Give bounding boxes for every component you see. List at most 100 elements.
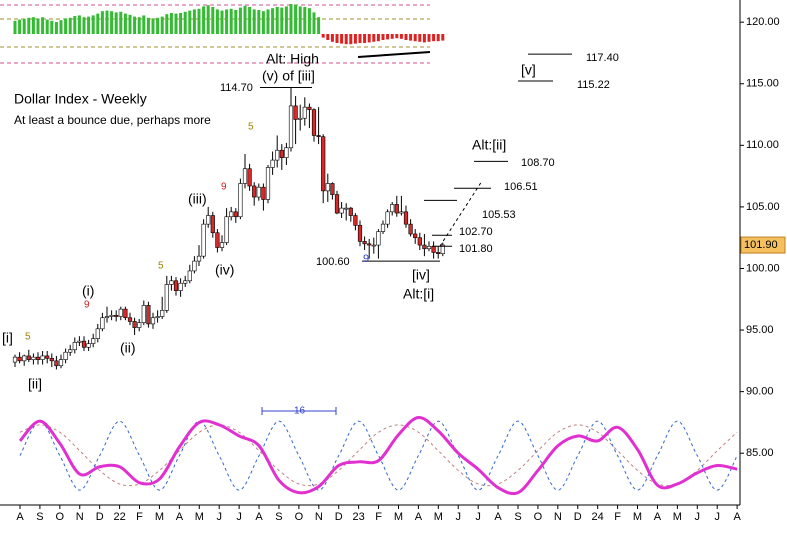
x-tick-label: D xyxy=(335,511,343,523)
x-tick-label: J xyxy=(236,511,242,523)
candle-body xyxy=(426,246,432,250)
level-label: 114.70 xyxy=(220,82,253,94)
level-label: 105.53 xyxy=(482,209,516,221)
oscillator-bar xyxy=(344,34,348,45)
candle-body xyxy=(330,183,335,195)
oscillator-bar xyxy=(271,8,275,34)
candle-body xyxy=(104,316,110,319)
candle-body xyxy=(376,231,381,246)
x-tick-label: M xyxy=(633,511,642,523)
oscillator-bar xyxy=(169,13,173,34)
oscillator-bar xyxy=(105,10,109,35)
candle-body xyxy=(390,204,395,213)
oscillator-bar xyxy=(188,10,192,35)
y-tick-label: 120.00 xyxy=(746,16,780,28)
oscillator-bar xyxy=(119,11,123,35)
candle-body xyxy=(201,223,206,257)
oscillator-bar xyxy=(36,18,40,34)
candle-body xyxy=(100,317,105,330)
candle-body xyxy=(206,215,211,225)
oscillator-bar xyxy=(243,5,247,35)
oscillator-bar xyxy=(303,7,307,34)
candle-body xyxy=(196,255,202,262)
oscillator-bar xyxy=(390,34,394,39)
candle-body xyxy=(311,109,317,136)
candle-body xyxy=(210,215,215,234)
candle-body xyxy=(81,340,87,348)
oscillator-bar xyxy=(77,15,81,34)
x-tick-label: M xyxy=(434,511,443,523)
oscillator-bar xyxy=(358,34,362,43)
candle-body xyxy=(298,117,303,120)
cycle-line xyxy=(18,415,738,496)
last-price-box xyxy=(740,236,786,254)
x-tick-label: N xyxy=(315,511,323,523)
oscillator-bar xyxy=(87,16,91,34)
candle-body xyxy=(256,186,261,198)
x-tick-label: 23 xyxy=(353,511,365,523)
oscillator-bar xyxy=(100,11,104,34)
x-tick-label: M xyxy=(394,511,403,523)
candle-body xyxy=(302,106,307,119)
level-label: 108.70 xyxy=(521,157,555,169)
oscillator-bar xyxy=(381,34,385,40)
annotation: Alt:[i] xyxy=(403,286,434,302)
oscillator-bar xyxy=(54,22,58,34)
oscillator-bar xyxy=(248,7,252,34)
candle-body xyxy=(431,246,436,253)
x-tick-label: O xyxy=(295,511,304,523)
candle-body xyxy=(178,282,183,291)
oscillator-bar xyxy=(82,17,86,34)
x-tick-label: J xyxy=(695,511,701,523)
oscillator-bar xyxy=(64,18,68,34)
y-tick-label: 105.00 xyxy=(746,201,780,213)
oscillator-bar xyxy=(41,17,45,34)
candle-body xyxy=(49,358,54,362)
annotation: [iv] xyxy=(412,267,430,283)
level-label: 102.70 xyxy=(459,226,493,238)
oscillator-bar xyxy=(183,11,187,35)
oscillator-bar xyxy=(27,17,31,34)
candle-body xyxy=(334,194,340,214)
candle-body xyxy=(422,244,427,250)
candle-body xyxy=(132,321,137,328)
oscillator-bar xyxy=(280,7,284,34)
x-tick-label: S xyxy=(514,511,521,523)
candle-body xyxy=(12,356,18,363)
oscillator-bar xyxy=(225,9,229,34)
annotation: [ii] xyxy=(28,376,42,392)
chart-title: Dollar Index - Weekly xyxy=(14,91,147,107)
x-tick-label: N xyxy=(554,511,562,523)
candle-body xyxy=(279,149,284,158)
oscillator-bar xyxy=(436,34,440,42)
candle-body xyxy=(31,356,36,360)
oscillator-bar xyxy=(340,34,344,44)
candle-body xyxy=(229,211,234,218)
oscillator-bar xyxy=(160,16,164,34)
x-tick-label: A xyxy=(733,511,741,523)
candle-body xyxy=(380,223,386,232)
x-tick-label: J xyxy=(455,511,461,523)
level-label: 100.60 xyxy=(316,256,350,268)
oscillator-bar xyxy=(68,17,72,34)
oscillator-bar xyxy=(110,11,114,34)
oscillator-bar xyxy=(238,7,242,34)
cycle-line xyxy=(19,424,738,487)
candle-body xyxy=(408,223,413,235)
candle-body xyxy=(242,168,248,184)
oscillator-bar xyxy=(252,9,256,34)
oscillator-bar xyxy=(257,10,261,34)
annotation: Alt:[ii] xyxy=(472,137,506,153)
y-tick-label: 95.00 xyxy=(746,324,774,336)
candle-body xyxy=(219,242,225,248)
candle-body xyxy=(109,314,114,317)
oscillator-bar xyxy=(330,34,334,42)
candle-body xyxy=(367,243,372,246)
oscillator-bar xyxy=(137,17,141,34)
candle-body xyxy=(169,280,174,285)
annotation: 5 xyxy=(25,332,31,343)
level-label: 115.22 xyxy=(577,79,610,91)
candle-body xyxy=(288,105,294,149)
candle-body xyxy=(77,340,82,343)
